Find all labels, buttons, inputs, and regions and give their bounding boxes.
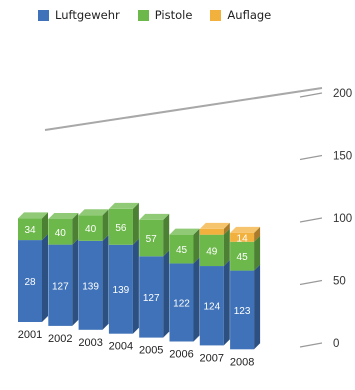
bar-pistole-2007 [199, 234, 224, 267]
back-wall-edge [44, 87, 323, 131]
bar-luftgewehr-2005 [139, 256, 164, 338]
bar-top-pistole-2006 [169, 228, 200, 235]
bar-luftgewehr-2008 [230, 270, 255, 350]
bar-side-pistole-2006 [193, 228, 200, 264]
legend-item-luftgewehr: Luftgewehr [38, 8, 120, 22]
bar-side-luftgewehr-2005 [163, 250, 170, 338]
y-tick-label-50: 50 [333, 276, 346, 288]
bar-side-luftgewehr-2003 [102, 234, 109, 330]
bar-pistole-2002 [48, 219, 73, 245]
bar-top-pistole-2004 [108, 202, 139, 209]
x-tick-label-2001: 2001 [18, 329, 42, 341]
value-label-luftgewehr-2003: 139 [82, 281, 99, 292]
bar-top-auflage-2007 [199, 222, 230, 229]
bar-side-auflage-2007 [223, 222, 230, 235]
x-tick-label-2005: 2005 [139, 345, 163, 357]
x-tick-label-2008: 2008 [230, 356, 254, 368]
bar-pistole-2003 [78, 215, 103, 241]
legend-label-pistole: Pistole [154, 8, 193, 22]
bar-side-pistole-2001 [42, 212, 48, 241]
bar-luftgewehr-2002 [48, 244, 73, 326]
bar-top-pistole-2002 [48, 213, 79, 220]
bar-auflage-2008 [230, 232, 255, 242]
legend-label-auflage: Auflage [227, 8, 272, 22]
legend-label-luftgewehr: Luftgewehr [55, 8, 120, 22]
value-label-pistole-2001: 34 [24, 225, 36, 236]
bar-top-auflage-2008 [230, 226, 261, 233]
value-label-pistole-2005: 57 [146, 234, 158, 245]
legend: Luftgewehr Pistole Auflage [38, 8, 271, 22]
value-label-luftgewehr-2001: 28 [24, 277, 36, 288]
value-label-luftgewehr-2005: 127 [143, 293, 160, 304]
bar-luftgewehr-2003 [78, 240, 103, 330]
value-label-pistole-2008: 45 [237, 252, 249, 263]
gridline-150 [299, 154, 323, 161]
y-tick-label-0: 0 [333, 338, 339, 350]
bar-pistole-2008 [230, 241, 255, 271]
x-tick-label-2004: 2004 [109, 341, 133, 353]
legend-swatch-pistole [137, 9, 149, 21]
bar-side-auflage-2008 [254, 226, 261, 242]
bar-side-pistole-2002 [72, 213, 79, 245]
bar-top-pistole-2001 [18, 212, 48, 219]
x-tick-label-2007: 2007 [200, 352, 224, 364]
value-label-pistole-2006: 45 [176, 245, 188, 256]
bar-side-luftgewehr-2001 [42, 234, 48, 322]
gridline-0 [299, 342, 323, 348]
bar-side-luftgewehr-2008 [254, 264, 261, 350]
bar-top-pistole-2003 [78, 209, 109, 216]
x-tick-label-2006: 2006 [169, 349, 193, 361]
gridline-100 [299, 217, 323, 223]
bar-side-pistole-2003 [102, 209, 109, 241]
y-tick-label-150: 150 [333, 151, 352, 163]
bar-pistole-2005 [139, 219, 164, 257]
y-tick-label-200: 200 [333, 88, 352, 100]
value-label-auflage-2008: 14 [237, 233, 249, 244]
value-label-luftgewehr-2002: 127 [52, 281, 69, 292]
bar-side-pistole-2004 [132, 202, 139, 245]
bar-pistole-2001 [18, 218, 42, 241]
x-tick-label-2002: 2002 [48, 333, 72, 345]
bar-side-pistole-2007 [223, 228, 230, 267]
legend-item-auflage: Auflage [210, 8, 271, 22]
bar-side-pistole-2005 [163, 213, 170, 257]
value-label-pistole-2002: 40 [55, 228, 67, 239]
bar-side-luftgewehr-2007 [223, 260, 230, 346]
bar-luftgewehr-2006 [169, 263, 194, 342]
legend-swatch-luftgewehr [38, 9, 49, 21]
value-label-luftgewehr-2004: 139 [113, 285, 130, 296]
gridline-200 [299, 92, 323, 98]
legend-swatch-auflage [210, 9, 222, 21]
bar-side-pistole-2008 [254, 235, 261, 271]
bar-auflage-2007 [199, 228, 224, 235]
gridline-50 [299, 279, 323, 286]
value-label-luftgewehr-2008: 123 [234, 306, 251, 317]
bar-side-luftgewehr-2002 [72, 238, 79, 326]
bar-top-pistole-2005 [139, 213, 170, 220]
value-label-luftgewehr-2007: 124 [203, 302, 220, 313]
legend-item-pistole: Pistole [137, 8, 193, 22]
bar-pistole-2004 [108, 208, 133, 245]
y-tick-label-100: 100 [333, 213, 352, 225]
value-label-pistole-2007: 49 [206, 246, 218, 257]
bar-luftgewehr-2007 [199, 266, 224, 346]
bar-side-luftgewehr-2004 [132, 238, 139, 334]
value-label-pistole-2003: 40 [85, 224, 97, 235]
bar-pistole-2006 [169, 234, 194, 264]
x-tick-label-2003: 2003 [78, 337, 102, 349]
bar-side-luftgewehr-2006 [193, 257, 200, 342]
bar-luftgewehr-2001 [18, 240, 42, 322]
value-label-luftgewehr-2006: 122 [173, 298, 190, 309]
bar-luftgewehr-2004 [108, 244, 133, 334]
value-label-pistole-2004: 56 [115, 223, 127, 234]
